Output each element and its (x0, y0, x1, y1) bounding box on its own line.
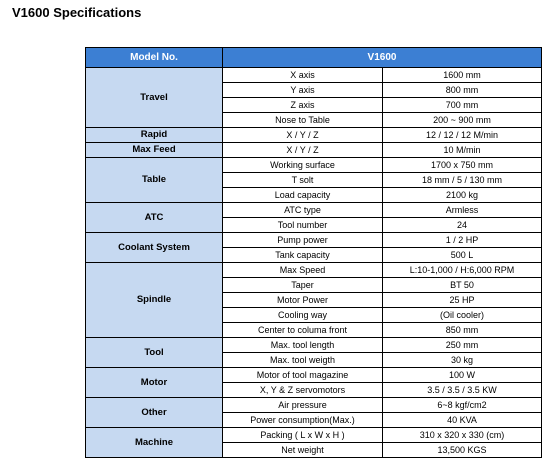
item-cell: Tank capacity (222, 247, 383, 263)
spec-row: Coolant System Pump power 1 / 2 HP (85, 232, 543, 263)
header-row: Model No. V1600 (85, 47, 543, 68)
header-cell: Model No. (85, 47, 223, 68)
spec-row: Net weight 13,500 KGS (86, 442, 543, 458)
value-cell: 1600 mm (381, 67, 543, 83)
group-cell: Motor (85, 367, 223, 398)
spec-table: Model No. V1600 Travel X axis 1600 mm Y axi… (85, 47, 543, 458)
value-cell: 310 x 320 x 330 (cm) (381, 427, 543, 443)
item-cell: T solt (222, 172, 383, 188)
group-cell: ATC (85, 202, 223, 233)
group-cell: Table (85, 157, 223, 203)
spec-row: Tool Max. tool length 250 mm (85, 337, 543, 368)
item-cell: Tool number (222, 217, 383, 233)
value-cell: 12 / 12 / 12 M/min (381, 127, 543, 143)
spec-row: Max Feed X / Y / Z 10 M/min (85, 142, 543, 158)
value-cell: 30 kg (381, 352, 543, 368)
value-cell: BT 50 (381, 277, 543, 293)
value-cell: 6~8 kgf/cm2 (381, 397, 543, 413)
group-cell: Coolant System (85, 232, 223, 263)
item-cell: Packing ( L x W x H ) (222, 427, 383, 443)
spec-row: Other Air pressure 6~8 kgf/cm2 (85, 397, 543, 428)
item-cell: X / Y / Z (222, 142, 383, 158)
spec-row: Z axis 700 mm (86, 97, 543, 113)
page-title: V1600 Specifications (12, 5, 142, 20)
spec-row: Spindle Max Speed L:10-1,000 / H:6,000 RPM (85, 262, 543, 338)
value-cell: 25 HP (381, 292, 543, 308)
value-cell: 40 KVA (381, 412, 543, 428)
value-cell: 2100 kg (381, 187, 543, 203)
spec-row: ATC ATC type Armless (85, 202, 543, 233)
item-cell: Max. tool length (222, 337, 383, 353)
spec-row: Tool number 24 (86, 217, 543, 233)
group-cell: Travel (85, 67, 223, 128)
group-cell: Max Feed (85, 142, 223, 158)
item-cell: X axis (222, 67, 383, 83)
value-cell: 700 mm (381, 97, 543, 113)
spec-row: Max. tool weigth 30 kg (86, 352, 543, 368)
spec-row: Motor Power 25 HP (86, 292, 543, 308)
item-cell: Nose to Table (222, 112, 383, 128)
value-cell: 200 ~ 900 mm (381, 112, 543, 128)
value-cell: 800 mm (381, 82, 543, 98)
item-cell: Center to columa front (222, 322, 383, 338)
item-cell: Max. tool weigth (222, 352, 383, 368)
group-cell: Other (85, 397, 223, 428)
group-cell: Rapid (85, 127, 223, 143)
spec-row: Machine Packing ( L x W x H ) 310 x 320 x … (85, 427, 543, 458)
value-cell: 250 mm (381, 337, 543, 353)
item-cell: Net weight (222, 442, 383, 458)
value-cell: 1 / 2 HP (381, 232, 543, 248)
value-cell: (Oil cooler) (381, 307, 543, 323)
item-cell: X / Y / Z (222, 127, 383, 143)
value-cell: 100 W (381, 367, 543, 383)
value-cell: 13,500 KGS (381, 442, 543, 458)
item-cell: Motor Power (222, 292, 383, 308)
spec-row: Load capacity 2100 kg (86, 187, 543, 203)
item-cell: Y axis (222, 82, 383, 98)
item-cell: Pump power (222, 232, 383, 248)
value-cell: 18 mm / 5 / 130 mm (381, 172, 543, 188)
group-cell: Machine (85, 427, 223, 458)
value-cell: 3.5 / 3.5 / 3.5 KW (381, 382, 543, 398)
value-cell: 10 M/min (381, 142, 543, 158)
item-cell: Air pressure (222, 397, 383, 413)
item-cell: Load capacity (222, 187, 383, 203)
item-cell: Taper (222, 277, 383, 293)
spec-row: Rapid X / Y / Z 12 / 12 / 12 M/min (85, 127, 543, 143)
item-cell: Motor of tool magazine (222, 367, 383, 383)
value-cell: 500 L (381, 247, 543, 263)
item-cell: Cooling way (222, 307, 383, 323)
value-cell: 850 mm (381, 322, 543, 338)
value-cell: L:10-1,000 / H:6,000 RPM (381, 262, 543, 278)
item-cell: ATC type (222, 202, 383, 218)
item-cell: Working surface (222, 157, 383, 173)
item-cell: Max Speed (222, 262, 383, 278)
spec-row: T solt 18 mm / 5 / 130 mm (86, 172, 543, 188)
item-cell: Power consumption(Max.) (222, 412, 383, 428)
header-cell: V1600 (221, 47, 543, 68)
group-cell: Tool (85, 337, 223, 368)
item-cell: X, Y & Z servomotors (222, 382, 383, 398)
group-cell: Spindle (85, 262, 223, 338)
value-cell: 24 (381, 217, 543, 233)
item-cell: Z axis (222, 97, 383, 113)
value-cell: Armless (381, 202, 543, 218)
spec-row: Motor Motor of tool magazine 100 W (85, 367, 543, 398)
spec-row: Center to columa front 850 mm (86, 322, 543, 338)
spec-row: Table Working surface 1700 x 750 mm (85, 157, 543, 203)
spec-row: Y axis 800 mm (86, 82, 543, 98)
spec-row: Travel X axis 1600 mm (85, 67, 543, 128)
value-cell: 1700 x 750 mm (381, 157, 543, 173)
